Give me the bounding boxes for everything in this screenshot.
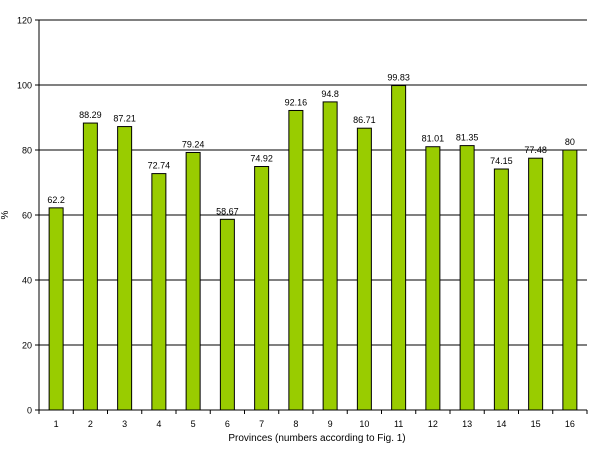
- data-label: 94.8: [321, 89, 339, 99]
- bar: [356, 127, 372, 411]
- data-label: 79.24: [182, 139, 205, 149]
- data-label: 92.16: [285, 97, 308, 107]
- x-tick-label: 6: [225, 419, 230, 429]
- x-tick-label: 5: [191, 419, 196, 429]
- data-label: 62.2: [47, 195, 65, 205]
- bar: [562, 149, 578, 411]
- x-tick-label: 9: [328, 419, 333, 429]
- x-tick-label: 10: [359, 419, 369, 429]
- data-label: 80: [565, 137, 575, 147]
- data-label: 87.21: [113, 114, 136, 124]
- data-label: 72.74: [148, 161, 171, 171]
- bar: [493, 168, 509, 411]
- bar: [82, 122, 98, 411]
- data-label: 81.35: [456, 133, 479, 143]
- bar: [117, 126, 133, 411]
- bar: [151, 173, 167, 411]
- x-tick-label: 2: [88, 419, 93, 429]
- y-tick-label: 120: [17, 16, 32, 26]
- x-tick-labels: 1 2 3 4 5 6 7 8 9 10 11 12 13 14 15 16: [38, 410, 588, 429]
- y-axis-title: %: [0, 210, 11, 219]
- y-tick-label: 0: [27, 406, 32, 416]
- data-label: 74.15: [490, 156, 513, 166]
- data-label: 81.01: [422, 134, 445, 144]
- x-tick-label: 14: [496, 419, 506, 429]
- x-tick-label: 12: [428, 419, 438, 429]
- x-axis-title: Provinces (numbers according to Fig. 1): [228, 433, 405, 444]
- data-label: 74.92: [250, 154, 273, 164]
- x-tick-label: 4: [156, 419, 161, 429]
- bar: [219, 218, 235, 411]
- bar: [425, 146, 441, 411]
- bar: [48, 207, 64, 411]
- bar: [528, 157, 544, 411]
- bar: [391, 85, 407, 411]
- bar: [288, 109, 304, 411]
- x-tick-label: 16: [565, 419, 575, 429]
- y-tick-label: 60: [22, 211, 32, 221]
- x-tick-label: 3: [122, 419, 127, 429]
- bars: [48, 85, 578, 411]
- bar: [322, 101, 338, 411]
- data-labels: 62.2 88.29 87.21 72.74 79.24 58.67 74.92 92.16 9…: [47, 73, 575, 217]
- data-label: 86.71: [353, 115, 376, 125]
- data-label: 99.83: [387, 73, 410, 83]
- y-tick-label: 80: [22, 146, 32, 156]
- x-tick-label: 15: [531, 419, 541, 429]
- bar: [459, 145, 475, 411]
- data-label: 88.29: [79, 110, 102, 120]
- bar: [185, 151, 201, 411]
- x-tick-label: 1: [54, 419, 59, 429]
- y-tick-label: 100: [17, 81, 32, 91]
- x-tick-label: 7: [259, 419, 264, 429]
- x-tick-label: 11: [394, 419, 403, 429]
- x-tick-label: 8: [293, 419, 298, 429]
- x-tick-label: 13: [462, 419, 472, 429]
- y-tick-label: 20: [22, 341, 32, 351]
- data-label: 58.67: [216, 206, 239, 216]
- data-label: 77.48: [524, 145, 547, 155]
- y-tick-labels: 0 20 40 60 80 100 120: [17, 16, 39, 416]
- y-tick-label: 40: [22, 276, 32, 286]
- bar: [254, 166, 270, 411]
